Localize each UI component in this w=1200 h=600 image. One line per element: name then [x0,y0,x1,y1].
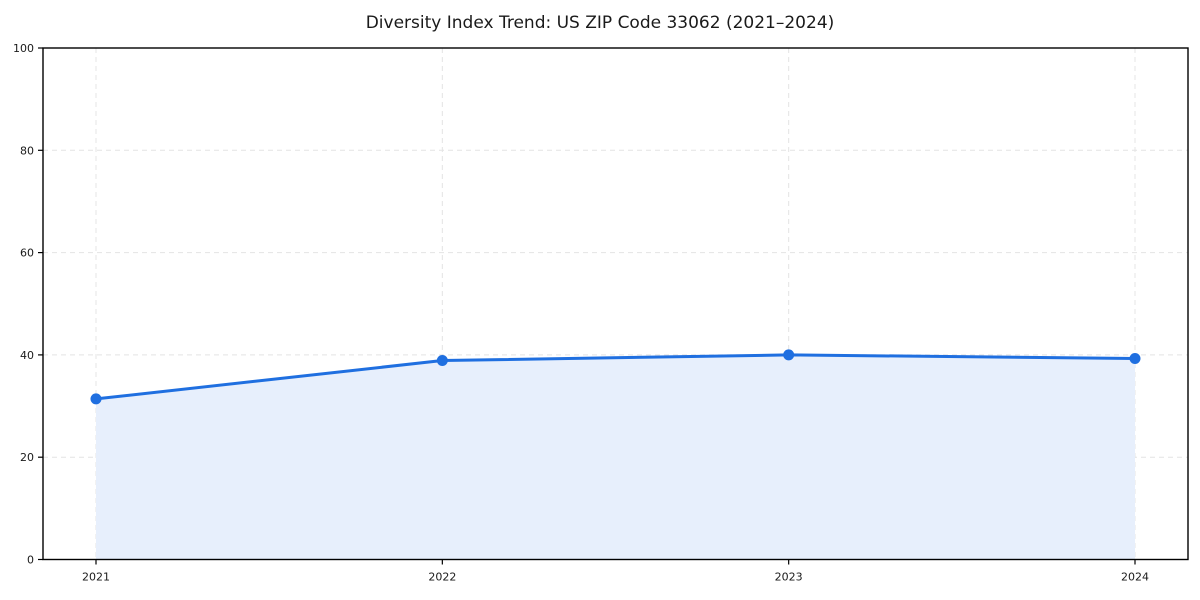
y-axis-tick-label: 100 [13,42,34,55]
area-fill [96,354,1135,560]
plot-border [42,47,1189,561]
chart-title: Diversity Index Trend: US ZIP Code 33062… [365,13,835,33]
y-axis-tick-label: 0 [27,554,34,567]
data-point [783,349,795,361]
y-axis-tick-label: 40 [20,349,34,362]
x-axis-tick-label: 2024 [1121,571,1149,584]
x-axis-tick-label: 2022 [428,571,456,584]
data-point [90,393,102,405]
data-point [1129,352,1141,364]
x-axis-tick-label: 2023 [775,571,803,584]
line-series [94,353,1137,401]
x-axis-tick-label: 2021 [82,571,110,584]
y-axis-tick-label: 60 [20,247,34,260]
y-axis-tick-label: 80 [20,144,34,157]
data-point [436,355,448,367]
y-axis-tick-label: 20 [20,451,34,464]
